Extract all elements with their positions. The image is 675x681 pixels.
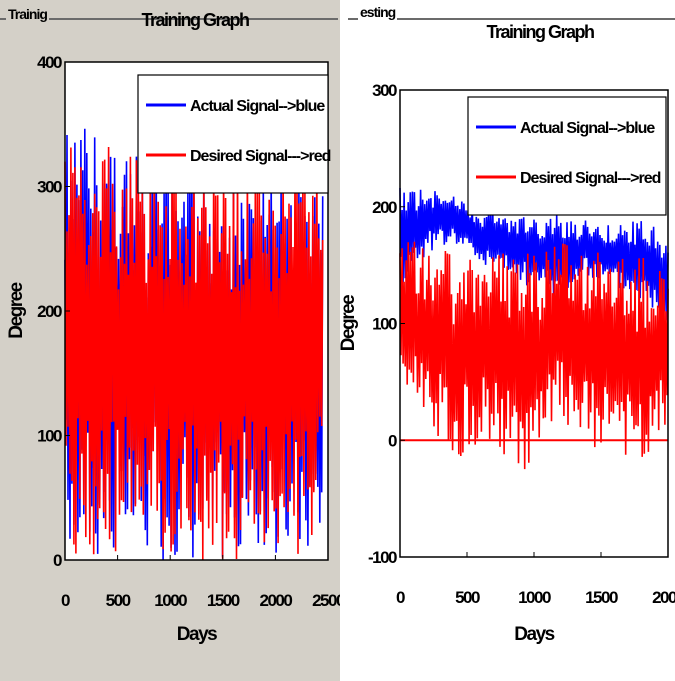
x-tick-label: 1000 [518, 588, 551, 607]
training-chart: 0 500 1000 1500 2000 2500 0 100 200 300 400 Trainin… [6, 10, 346, 645]
y-tick-label: 0 [53, 551, 62, 570]
x-tick-label: 2000 [652, 588, 675, 607]
y-tick-label: 300 [372, 81, 397, 100]
chart-title: Training Graph [141, 10, 249, 30]
series-line-desired [399, 241, 669, 470]
x-tick-label: 0 [61, 591, 70, 610]
legend-box [137, 74, 329, 194]
legend-box [467, 96, 667, 216]
x-axis-label: Days [514, 624, 554, 645]
y-axis-label: Degree [338, 295, 359, 351]
x-tick-label: 0 [396, 588, 405, 607]
x-tick-label: 500 [106, 591, 131, 610]
testing-chart: 0 500 1000 1500 2000 -100 0 100 200 300 Training G… [338, 22, 675, 645]
y-tick-label: 200 [372, 198, 397, 217]
y-tick-label: -100 [368, 548, 397, 567]
y-tick-label: 200 [37, 302, 62, 321]
y-tick-label: 300 [37, 178, 62, 197]
x-tick-label: 500 [455, 588, 480, 607]
training-group-border [0, 18, 338, 20]
testing-panel: esting 0 500 1000 1500 2000 -100 0 100 200 300 Tra… [338, 0, 675, 681]
y-tick-label: 400 [37, 53, 62, 72]
y-tick-label: 0 [388, 431, 397, 450]
legend-label-actual: Actual Signal-->blue [190, 98, 325, 115]
legend-label-actual: Actual Signal-->blue [520, 120, 655, 137]
x-axis-label: Days [177, 624, 217, 645]
testing-group-border [348, 18, 675, 20]
legend-label-desired: Desired Signal--->red [190, 148, 331, 165]
training-panel: Trainig 0 500 1000 1500 2000 2500 0 100 200 300 40… [0, 0, 346, 681]
y-tick-label: 100 [372, 315, 397, 334]
x-tick-label: 1500 [207, 591, 240, 610]
training-group-title: Trainig [6, 6, 49, 22]
x-tick-label: 2500 [312, 591, 345, 610]
x-tick-label: 2000 [259, 591, 292, 610]
x-tick-label: 1500 [585, 588, 618, 607]
testing-group-title: esting [358, 4, 398, 20]
y-tick-label: 100 [37, 427, 62, 446]
chart-title: Training Graph [486, 22, 594, 42]
legend-label-desired: Desired Signal--->red [520, 170, 661, 187]
y-axis-label: Degree [6, 282, 27, 338]
x-tick-label: 1000 [154, 591, 187, 610]
